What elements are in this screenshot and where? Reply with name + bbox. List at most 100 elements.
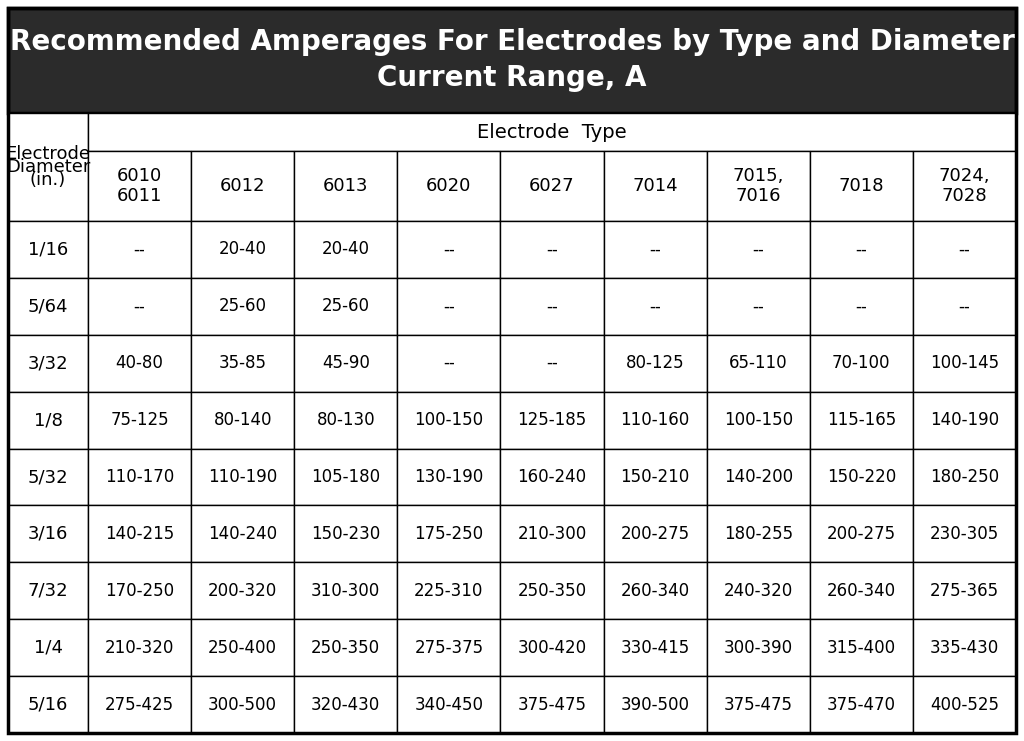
Text: 65-110: 65-110 xyxy=(729,354,787,372)
Text: 7014: 7014 xyxy=(632,177,678,195)
Bar xyxy=(397,619,501,676)
Bar xyxy=(8,505,88,562)
Text: (in.): (in.) xyxy=(30,171,67,189)
Text: 140-240: 140-240 xyxy=(208,525,278,543)
Text: Recommended Amperages For Electrodes by Type and Diameter: Recommended Amperages For Electrodes by … xyxy=(9,28,1015,56)
Text: 200-275: 200-275 xyxy=(826,525,896,543)
Bar xyxy=(912,619,1016,676)
Bar xyxy=(397,392,501,448)
Bar xyxy=(501,221,603,278)
Bar xyxy=(8,335,88,392)
Text: 110-170: 110-170 xyxy=(104,468,174,486)
Bar xyxy=(397,676,501,733)
Text: 7015,
7016: 7015, 7016 xyxy=(732,167,784,205)
Bar xyxy=(397,562,501,619)
Bar xyxy=(397,505,501,562)
Text: Diameter: Diameter xyxy=(6,158,90,176)
Bar xyxy=(294,335,397,392)
Bar xyxy=(603,221,707,278)
Text: 6012: 6012 xyxy=(220,177,265,195)
Text: 25-60: 25-60 xyxy=(219,297,266,316)
Bar xyxy=(191,562,294,619)
Bar xyxy=(191,619,294,676)
Text: 315-400: 315-400 xyxy=(826,639,896,657)
Text: 320-430: 320-430 xyxy=(311,696,380,714)
Text: 7018: 7018 xyxy=(839,177,884,195)
Bar xyxy=(8,8,1016,113)
Bar xyxy=(707,335,810,392)
Text: 6010
6011: 6010 6011 xyxy=(117,167,162,205)
Bar xyxy=(191,335,294,392)
Bar xyxy=(8,448,88,505)
Text: 100-145: 100-145 xyxy=(930,354,999,372)
Bar xyxy=(912,392,1016,448)
Bar xyxy=(8,619,88,676)
Bar xyxy=(603,278,707,335)
Text: 330-415: 330-415 xyxy=(621,639,690,657)
Text: 35-85: 35-85 xyxy=(219,354,266,372)
Bar xyxy=(88,562,191,619)
Text: 200-275: 200-275 xyxy=(621,525,690,543)
Text: --: -- xyxy=(958,240,971,259)
Bar xyxy=(8,278,88,335)
Bar xyxy=(912,562,1016,619)
Bar xyxy=(294,278,397,335)
Bar xyxy=(707,151,810,221)
Text: 40-80: 40-80 xyxy=(116,354,164,372)
Text: 20-40: 20-40 xyxy=(322,240,370,259)
Bar xyxy=(707,221,810,278)
Bar xyxy=(810,335,912,392)
Bar xyxy=(707,505,810,562)
Bar xyxy=(191,505,294,562)
Bar xyxy=(294,619,397,676)
Bar xyxy=(912,448,1016,505)
Text: 7024,
7028: 7024, 7028 xyxy=(939,167,990,205)
Bar xyxy=(707,278,810,335)
Bar xyxy=(501,562,603,619)
Text: 375-470: 375-470 xyxy=(826,696,896,714)
Bar xyxy=(88,335,191,392)
Bar xyxy=(810,619,912,676)
Text: 150-210: 150-210 xyxy=(621,468,690,486)
Bar xyxy=(88,113,1016,151)
Text: 200-320: 200-320 xyxy=(208,582,278,599)
Text: --: -- xyxy=(443,297,455,316)
Bar xyxy=(707,676,810,733)
Text: --: -- xyxy=(134,240,145,259)
Bar xyxy=(294,221,397,278)
Text: 125-185: 125-185 xyxy=(517,411,587,429)
Text: 150-230: 150-230 xyxy=(311,525,380,543)
Text: 3/16: 3/16 xyxy=(28,525,69,543)
Text: 80-130: 80-130 xyxy=(316,411,375,429)
Text: 140-190: 140-190 xyxy=(930,411,999,429)
Bar xyxy=(191,221,294,278)
Text: 180-255: 180-255 xyxy=(724,525,793,543)
Text: 75-125: 75-125 xyxy=(111,411,169,429)
Bar xyxy=(912,676,1016,733)
Text: 170-250: 170-250 xyxy=(105,582,174,599)
Bar xyxy=(707,562,810,619)
Bar xyxy=(810,505,912,562)
Bar xyxy=(294,505,397,562)
Text: --: -- xyxy=(753,240,764,259)
Bar xyxy=(603,448,707,505)
Text: --: -- xyxy=(958,297,971,316)
Bar xyxy=(191,676,294,733)
Text: 6013: 6013 xyxy=(323,177,369,195)
Bar xyxy=(810,448,912,505)
Bar xyxy=(8,392,88,448)
Bar xyxy=(501,448,603,505)
Text: --: -- xyxy=(134,297,145,316)
Text: 260-340: 260-340 xyxy=(826,582,896,599)
Bar xyxy=(88,619,191,676)
Text: 250-350: 250-350 xyxy=(311,639,380,657)
Text: 1/16: 1/16 xyxy=(28,240,69,259)
Bar xyxy=(810,562,912,619)
Text: --: -- xyxy=(753,297,764,316)
Bar xyxy=(294,151,397,221)
Bar xyxy=(603,335,707,392)
Text: 240-320: 240-320 xyxy=(724,582,793,599)
Text: 100-150: 100-150 xyxy=(415,411,483,429)
Bar xyxy=(88,151,191,221)
Bar xyxy=(294,392,397,448)
